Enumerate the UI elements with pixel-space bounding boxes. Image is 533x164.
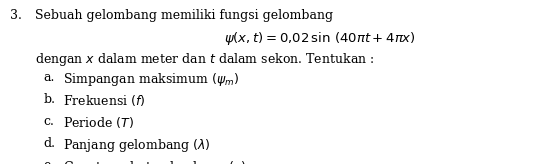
Text: dengan $x$ dalam meter dan $t$ dalam sekon. Tentukan :: dengan $x$ dalam meter dan $t$ dalam sek… <box>35 51 374 68</box>
Text: a.: a. <box>44 71 55 84</box>
Text: d.: d. <box>44 137 56 150</box>
Text: Frekuensi $(f)$: Frekuensi $(f)$ <box>63 93 146 108</box>
Text: b.: b. <box>44 93 56 106</box>
Text: 3.: 3. <box>10 9 21 22</box>
Text: e.: e. <box>44 159 55 164</box>
Text: Sebuah gelombang memiliki fungsi gelombang: Sebuah gelombang memiliki fungsi gelomba… <box>35 9 333 22</box>
Text: Cepat rambat gelombang $(v)$: Cepat rambat gelombang $(v)$ <box>63 159 246 164</box>
Text: Periode $(T)$: Periode $(T)$ <box>63 115 134 130</box>
Text: c.: c. <box>44 115 54 128</box>
Text: $\psi(x,t) = 0{,}02\,\sin\,(40\pi t + 4\pi x)$: $\psi(x,t) = 0{,}02\,\sin\,(40\pi t + 4\… <box>224 30 416 47</box>
Text: Simpangan maksimum $(\psi_m)$: Simpangan maksimum $(\psi_m)$ <box>63 71 239 88</box>
Text: Panjang gelombang $(\lambda)$: Panjang gelombang $(\lambda)$ <box>63 137 211 154</box>
